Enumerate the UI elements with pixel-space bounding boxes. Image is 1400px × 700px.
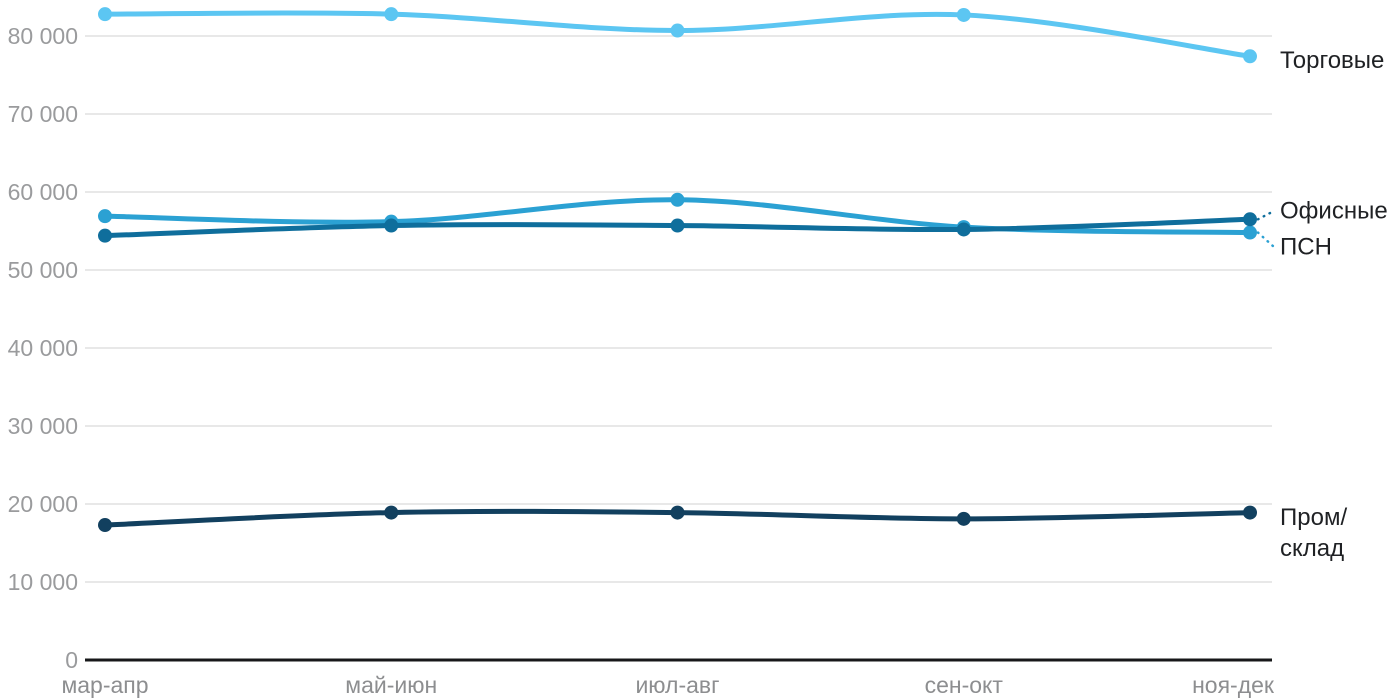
- data-point-Офисные-июл-авг[interactable]: [670, 218, 685, 233]
- y-tick-label: 50 000: [8, 257, 78, 283]
- data-point-ПСН-мар-апр[interactable]: [98, 209, 112, 224]
- y-tick-label: 20 000: [8, 491, 78, 517]
- data-point-Офисные-сен-окт[interactable]: [956, 222, 971, 237]
- data-point-Торговые-июл-авг[interactable]: [670, 23, 685, 38]
- leader-line-ПСН: [1256, 231, 1276, 249]
- x-tick-label: июл-авг: [635, 672, 719, 698]
- series-label-ПСН: ПСН: [1280, 234, 1332, 261]
- data-point-Торговые-мар-апр[interactable]: [98, 7, 112, 22]
- data-point-Пром/склад-июл-авг[interactable]: [670, 505, 685, 520]
- series-label-Пром/склад: Пром/склад: [1280, 504, 1347, 562]
- x-axis-labels: мар-апр май-июн июл-авг сен-окт ноя-дек: [61, 672, 1274, 698]
- leader-line-Офисные: [1256, 209, 1276, 221]
- y-tick-label: 40 000: [8, 335, 78, 361]
- series-Офисные: Офисные: [98, 198, 1388, 243]
- y-tick-label: 10 000: [8, 569, 78, 595]
- x-tick-label: мар-апр: [61, 672, 148, 698]
- y-tick-label: 60 000: [8, 179, 78, 205]
- data-point-Торговые-май-июн[interactable]: [384, 7, 399, 22]
- x-tick-label: ноя-дек: [1192, 672, 1275, 698]
- y-tick-label: 0: [65, 647, 78, 673]
- data-point-Пром/склад-ноя-дек[interactable]: [1243, 505, 1257, 520]
- data-point-Офисные-мар-апр[interactable]: [98, 228, 112, 243]
- y-tick-label: 70 000: [8, 101, 78, 127]
- grid-group: [85, 35, 1272, 583]
- x-tick-label: май-июн: [345, 672, 437, 698]
- data-point-Пром/склад-май-июн[interactable]: [384, 505, 399, 520]
- y-tick-label: 80 000: [8, 23, 78, 49]
- series-Пром/склад: Пром/склад: [98, 504, 1347, 562]
- data-point-Пром/склад-сен-окт[interactable]: [956, 511, 971, 526]
- series-label-Торговые: Торговые: [1280, 47, 1384, 74]
- data-point-Офисные-ноя-дек[interactable]: [1243, 212, 1257, 227]
- data-point-Пром/склад-мар-апр[interactable]: [98, 518, 112, 533]
- series-Торговые: Торговые: [98, 7, 1384, 74]
- data-point-ПСН-июл-авг[interactable]: [670, 192, 685, 207]
- x-tick-label: сен-окт: [925, 672, 1004, 698]
- data-point-Торговые-ноя-дек[interactable]: [1243, 49, 1257, 64]
- series-label-Офисные: Офисные: [1280, 198, 1388, 225]
- y-axis-labels: 0 10 000 20 000 30 000 40 000 50 000 60 000 70 …: [8, 23, 78, 673]
- data-point-ПСН-ноя-дек[interactable]: [1243, 225, 1257, 240]
- data-point-Торговые-сен-окт[interactable]: [956, 7, 971, 22]
- y-tick-label: 30 000: [8, 413, 78, 439]
- data-point-Офисные-май-июн[interactable]: [384, 218, 399, 233]
